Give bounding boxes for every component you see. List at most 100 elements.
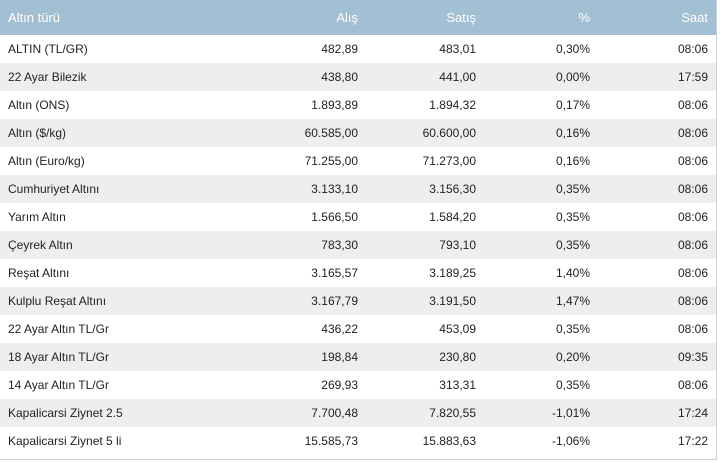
cell-gold-type: 22 Ayar Bilezik — [8, 70, 87, 84]
cell-buy: 3.167,79 — [311, 294, 358, 308]
cell-sell: 3.189,25 — [429, 266, 476, 280]
table-row: Çeyrek Altın 783,30 793,10 0,35% 08:06 — [0, 231, 716, 259]
cell-time: 17:24 — [677, 406, 708, 420]
table-row: 22 Ayar Bilezik 438,80 441,00 0,00% 17:5… — [0, 63, 716, 91]
cell-sell: 3.156,30 — [429, 182, 476, 196]
table-row: Altın (Euro/kg) 71.255,00 71.273,00 0,16… — [0, 147, 716, 175]
cell-percent: 0,16% — [555, 154, 590, 168]
cell-time: 17:59 — [677, 70, 708, 84]
cell-sell: 441,00 — [439, 70, 476, 84]
cell-gold-type: ALTIN (TL/GR) — [8, 42, 88, 56]
table-row: Cumhuriyet Altını 3.133,10 3.156,30 0,35… — [0, 175, 716, 203]
cell-buy: 783,30 — [321, 238, 358, 252]
header-sell[interactable]: Satış — [446, 10, 476, 25]
header-gold-type[interactable]: Altın türü — [8, 10, 61, 25]
cell-time: 08:06 — [677, 238, 708, 252]
table-body: ALTIN (TL/GR) 482,89 483,01 0,30% 08:06 … — [0, 35, 716, 455]
cell-percent: 0,20% — [555, 350, 590, 364]
cell-buy: 3.133,10 — [311, 182, 358, 196]
cell-percent: 0,35% — [555, 378, 590, 392]
cell-time: 08:06 — [677, 378, 708, 392]
cell-sell: 60.600,00 — [422, 126, 476, 140]
cell-percent: 1,40% — [555, 266, 590, 280]
cell-buy: 1.893,89 — [311, 98, 358, 112]
cell-sell: 15.883,63 — [422, 434, 476, 448]
cell-gold-type: 22 Ayar Altın TL/Gr — [8, 322, 109, 336]
table-row: Kapalicarsi Ziynet 5 li 15.585,73 15.883… — [0, 427, 716, 455]
cell-buy: 3.165,57 — [311, 266, 358, 280]
cell-time: 08:06 — [677, 266, 708, 280]
cell-percent: 0,00% — [555, 70, 590, 84]
cell-buy: 198,84 — [321, 350, 358, 364]
cell-sell: 230,80 — [439, 350, 476, 364]
cell-percent: 0,17% — [555, 98, 590, 112]
cell-gold-type: Çeyrek Altın — [8, 238, 73, 252]
cell-time: 09:35 — [677, 350, 708, 364]
cell-buy: 269,93 — [321, 378, 358, 392]
cell-buy: 60.585,00 — [304, 126, 358, 140]
cell-time: 17:22 — [677, 434, 708, 448]
gold-price-table: Altın türü Alış Satış % Saat ALTIN (TL/G… — [0, 0, 716, 455]
table-row: 18 Ayar Altın TL/Gr 198,84 230,80 0,20% … — [0, 343, 716, 371]
cell-gold-type: Cumhuriyet Altını — [8, 182, 100, 196]
cell-sell: 483,01 — [439, 42, 476, 56]
cell-sell: 1.584,20 — [429, 210, 476, 224]
cell-gold-type: Kulplu Reşat Altını — [8, 294, 107, 308]
cell-time: 08:06 — [677, 126, 708, 140]
header-percent[interactable]: % — [578, 10, 590, 25]
cell-gold-type: Altın ($/kg) — [8, 126, 67, 140]
table-row: Kulplu Reşat Altını 3.167,79 3.191,50 1,… — [0, 287, 716, 315]
cell-buy: 15.585,73 — [304, 434, 358, 448]
table-row: Reşat Altını 3.165,57 3.189,25 1,40% 08:… — [0, 259, 716, 287]
cell-gold-type: Kapalicarsi Ziynet 5 li — [8, 434, 122, 448]
cell-percent: 0,30% — [555, 42, 590, 56]
cell-sell: 1.894,32 — [429, 98, 476, 112]
cell-buy: 1.566,50 — [311, 210, 358, 224]
cell-gold-type: Kapalicarsi Ziynet 2.5 — [8, 406, 123, 420]
cell-gold-type: Reşat Altını — [8, 266, 70, 280]
cell-time: 08:06 — [677, 210, 708, 224]
table-row: Altın ($/kg) 60.585,00 60.600,00 0,16% 0… — [0, 119, 716, 147]
cell-gold-type: 18 Ayar Altın TL/Gr — [8, 350, 109, 364]
cell-buy: 71.255,00 — [304, 154, 358, 168]
header-time[interactable]: Saat — [681, 10, 708, 25]
table-row: Altın (ONS) 1.893,89 1.894,32 0,17% 08:0… — [0, 91, 716, 119]
cell-sell: 313,31 — [439, 378, 476, 392]
header-row: Altın türü Alış Satış % Saat — [0, 0, 716, 35]
cell-sell: 71.273,00 — [422, 154, 476, 168]
cell-buy: 436,22 — [321, 322, 358, 336]
cell-percent: -1,01% — [551, 406, 590, 420]
cell-buy: 438,80 — [321, 70, 358, 84]
table-row: 14 Ayar Altın TL/Gr 269,93 313,31 0,35% … — [0, 371, 716, 399]
table-row: ALTIN (TL/GR) 482,89 483,01 0,30% 08:06 — [0, 35, 716, 63]
cell-gold-type: Yarım Altın — [8, 210, 66, 224]
cell-percent: 0,35% — [555, 182, 590, 196]
cell-buy: 7.700,48 — [311, 406, 358, 420]
header-buy[interactable]: Alış — [336, 10, 358, 25]
table-header: Altın türü Alış Satış % Saat — [0, 0, 716, 35]
cell-sell: 7.820,55 — [429, 406, 476, 420]
cell-time: 08:06 — [677, 182, 708, 196]
cell-percent: 0,16% — [555, 126, 590, 140]
cell-sell: 3.191,50 — [429, 294, 476, 308]
cell-buy: 482,89 — [321, 42, 358, 56]
cell-gold-type: Altın (Euro/kg) — [8, 154, 85, 168]
table-row: Yarım Altın 1.566,50 1.584,20 0,35% 08:0… — [0, 203, 716, 231]
cell-gold-type: Altın (ONS) — [8, 98, 70, 112]
cell-time: 08:06 — [677, 322, 708, 336]
cell-percent: 0,35% — [555, 238, 590, 252]
cell-percent: 1,47% — [555, 294, 590, 308]
cell-time: 08:06 — [677, 42, 708, 56]
cell-sell: 453,09 — [439, 322, 476, 336]
cell-time: 08:06 — [677, 294, 708, 308]
table-row: Kapalicarsi Ziynet 2.5 7.700,48 7.820,55… — [0, 399, 716, 427]
cell-time: 08:06 — [677, 98, 708, 112]
cell-percent: 0,35% — [555, 322, 590, 336]
cell-time: 08:06 — [677, 154, 708, 168]
cell-sell: 793,10 — [439, 238, 476, 252]
cell-gold-type: 14 Ayar Altın TL/Gr — [8, 378, 109, 392]
cell-percent: -1,06% — [551, 434, 590, 448]
table-row: 22 Ayar Altın TL/Gr 436,22 453,09 0,35% … — [0, 315, 716, 343]
cell-percent: 0,35% — [555, 210, 590, 224]
